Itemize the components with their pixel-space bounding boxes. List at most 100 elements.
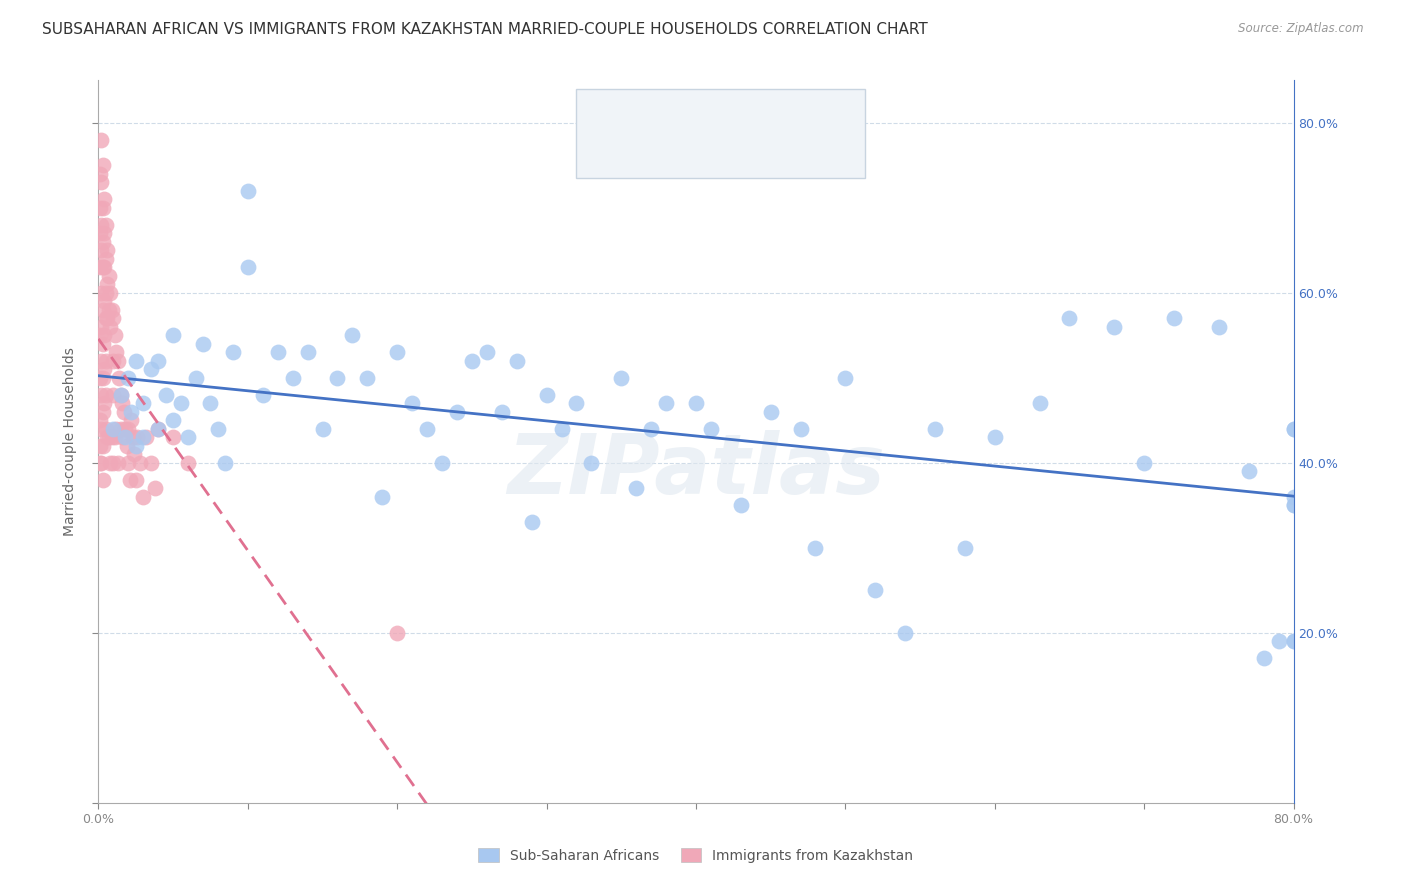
Point <box>132 430 155 444</box>
Point <box>124 447 146 461</box>
Point <box>1282 422 1305 436</box>
Point <box>685 396 707 410</box>
Point <box>953 541 976 555</box>
Point <box>90 218 112 232</box>
Point <box>94 311 117 326</box>
Point <box>655 396 678 410</box>
Point <box>112 405 135 419</box>
Point <box>132 490 155 504</box>
Text: R =: R = <box>630 107 661 122</box>
Point <box>108 371 131 385</box>
Point <box>118 473 141 487</box>
Point <box>148 353 170 368</box>
Point <box>90 353 112 368</box>
Point <box>117 371 139 385</box>
Point <box>120 413 142 427</box>
Point <box>127 430 149 444</box>
Point <box>267 345 290 359</box>
Point <box>1028 396 1050 410</box>
Bar <box>596 101 621 128</box>
Point <box>103 422 125 436</box>
Point <box>121 430 143 444</box>
Point <box>700 422 723 436</box>
Point <box>103 388 125 402</box>
Point <box>177 430 200 444</box>
Point <box>104 430 127 444</box>
Text: N =: N = <box>755 141 786 156</box>
Text: 80: 80 <box>793 107 814 122</box>
Point <box>148 422 170 436</box>
Point <box>129 456 152 470</box>
Point <box>96 430 118 444</box>
Point <box>326 371 349 385</box>
Text: SUBSAHARAN AFRICAN VS IMMIGRANTS FROM KAZAKHSTAN MARRIED-COUPLE HOUSEHOLDS CORRE: SUBSAHARAN AFRICAN VS IMMIGRANTS FROM KA… <box>42 22 928 37</box>
Point <box>491 405 513 419</box>
Point <box>89 167 111 181</box>
Point <box>98 319 122 334</box>
Point <box>1208 319 1230 334</box>
Point <box>162 413 184 427</box>
Point <box>984 430 1007 444</box>
Point <box>371 490 394 504</box>
Point <box>111 396 134 410</box>
Point <box>1253 651 1275 665</box>
Point <box>89 260 111 275</box>
Text: R =: R = <box>630 141 661 156</box>
Point <box>759 405 782 419</box>
Point <box>90 422 112 436</box>
Point <box>550 422 572 436</box>
Point <box>139 456 162 470</box>
Point <box>91 235 114 249</box>
Point <box>114 430 136 444</box>
Point <box>111 430 134 444</box>
Point <box>125 439 148 453</box>
Y-axis label: Married-couple Households: Married-couple Households <box>63 347 77 536</box>
Point <box>101 430 124 444</box>
Text: Source: ZipAtlas.com: Source: ZipAtlas.com <box>1239 22 1364 36</box>
Point <box>125 473 148 487</box>
Point <box>804 541 827 555</box>
Point <box>894 625 917 640</box>
Point <box>94 353 117 368</box>
Text: 0.251: 0.251 <box>669 141 720 156</box>
Point <box>191 336 214 351</box>
Point <box>924 422 946 436</box>
Point <box>107 353 129 368</box>
Point <box>1282 498 1305 512</box>
Point <box>89 201 111 215</box>
Point <box>506 353 529 368</box>
Text: N =: N = <box>755 107 786 122</box>
Point <box>94 388 117 402</box>
Point <box>93 227 115 241</box>
Point <box>1267 634 1289 648</box>
Point <box>98 285 122 300</box>
Point <box>91 260 114 275</box>
Point <box>91 473 114 487</box>
Point <box>117 456 139 470</box>
Point <box>222 345 245 359</box>
Point <box>311 422 333 436</box>
Point <box>89 439 111 453</box>
Point <box>207 422 229 436</box>
Point <box>93 192 115 206</box>
Point <box>1104 319 1126 334</box>
Point <box>90 319 112 334</box>
Point <box>115 439 138 453</box>
Point <box>169 396 191 410</box>
Point <box>120 405 142 419</box>
Point <box>789 422 811 436</box>
Point <box>626 481 648 495</box>
Point <box>114 422 136 436</box>
Point <box>91 302 114 317</box>
Point <box>1282 498 1305 512</box>
Point <box>110 422 132 436</box>
Point <box>91 405 114 419</box>
Point <box>103 311 125 326</box>
Point <box>97 268 120 283</box>
Point <box>1163 311 1185 326</box>
Point <box>96 311 118 326</box>
Point <box>96 244 118 258</box>
Text: -0.143: -0.143 <box>669 107 721 122</box>
Point <box>107 456 129 470</box>
Point <box>103 456 125 470</box>
